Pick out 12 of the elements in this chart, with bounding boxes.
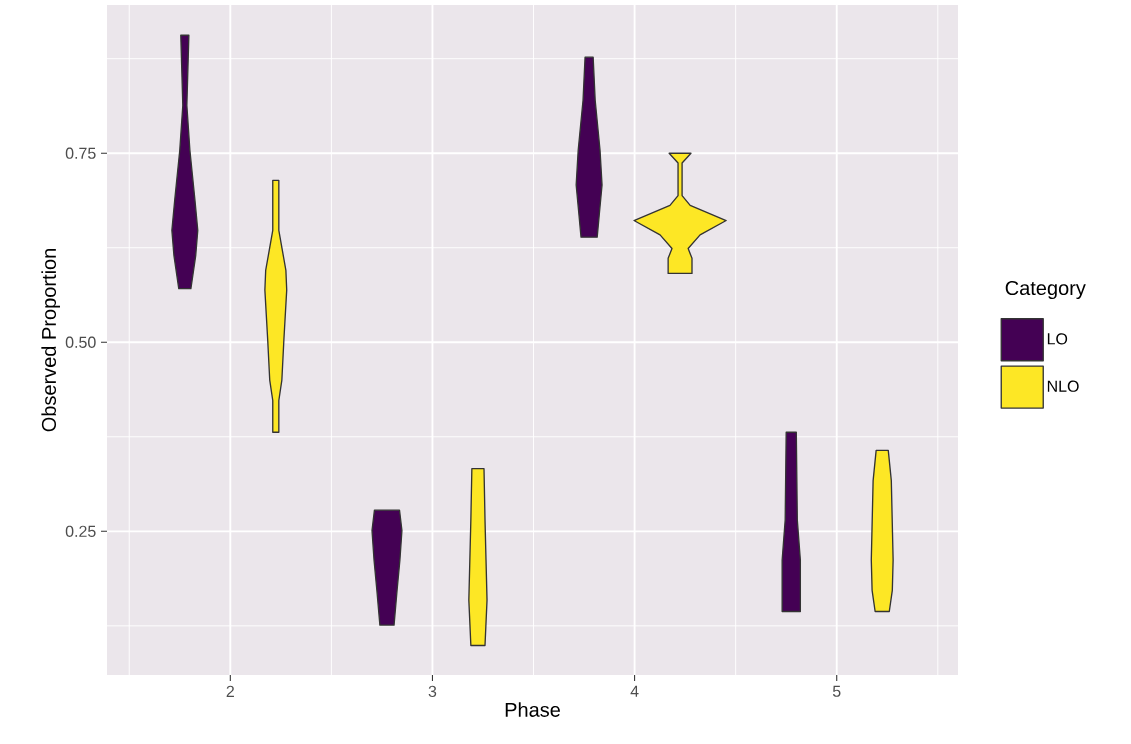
text: NLO [1047, 380, 1079, 392]
text: LO [1047, 333, 1068, 345]
x-tick-label: 5 [832, 685, 841, 697]
y-tick-label: 0.50 [65, 336, 96, 348]
x-tick-label: 3 [428, 685, 437, 698]
x-tick-label: 2 [226, 685, 234, 697]
y-tick-label: 0.25 [65, 525, 96, 537]
legend-title: Category [1005, 280, 1086, 300]
y-tick-label: 0.75 [65, 147, 96, 159]
x-axis-title: Phase [505, 702, 560, 717]
x-tick-label: 4 [630, 685, 639, 697]
y-axis-title: Observed Proportion [41, 249, 60, 432]
